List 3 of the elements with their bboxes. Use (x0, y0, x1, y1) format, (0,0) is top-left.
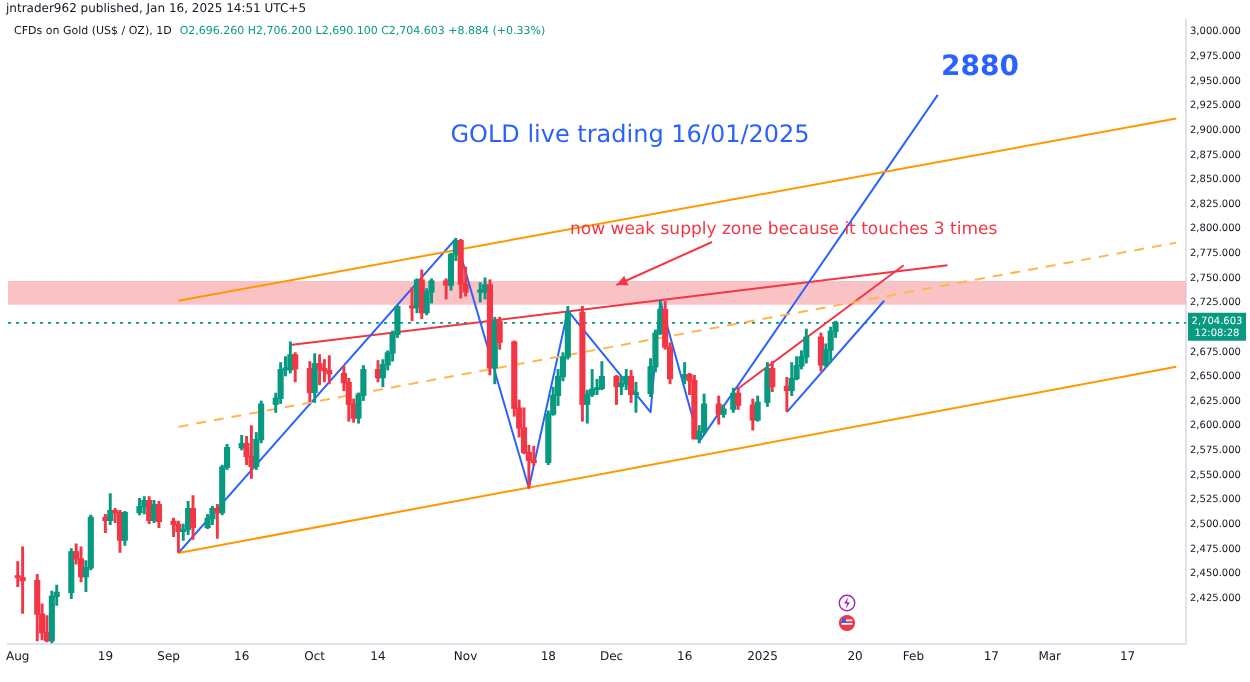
annotation: GOLD live trading 16/01/2025 (450, 120, 810, 149)
annotation: 2880 (941, 51, 1020, 84)
annotation: now weak supply zone because it touches 3 times (570, 220, 999, 241)
